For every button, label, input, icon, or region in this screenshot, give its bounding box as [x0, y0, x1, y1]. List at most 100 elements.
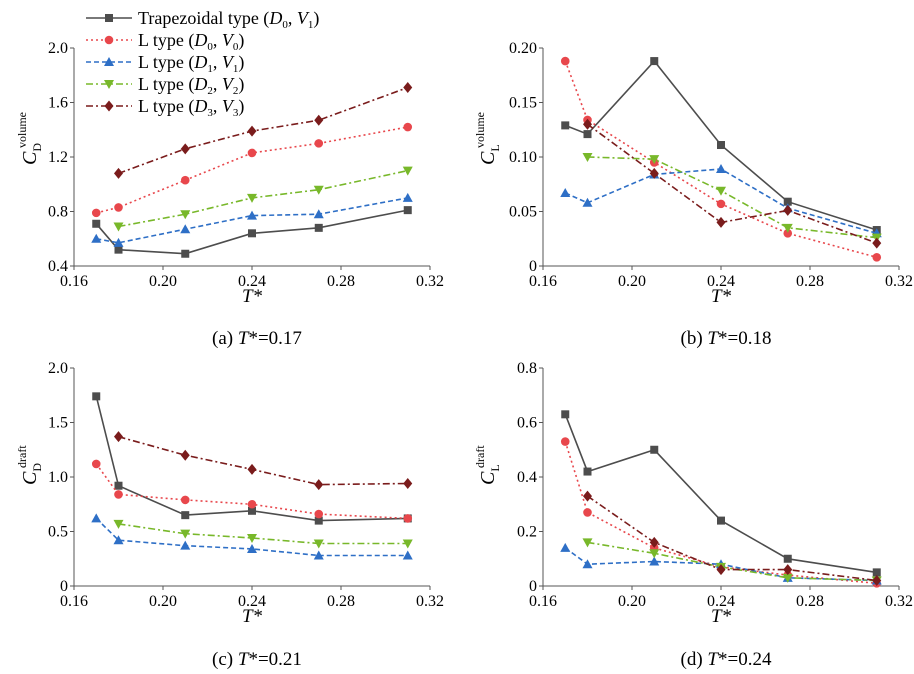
series-line — [95, 396, 408, 522]
legend-marker — [104, 100, 114, 112]
data-point — [402, 550, 413, 560]
series-l-d0v0 — [91, 122, 413, 218]
panel-caption: (d) T*=0.24 — [681, 649, 772, 670]
data-point — [560, 56, 570, 66]
y-axis-label: CL — [477, 144, 502, 165]
data-point — [649, 556, 660, 566]
data-point — [247, 193, 257, 203]
x-tick-label: 0.16 — [529, 593, 557, 610]
y-tick-label: 2.0 — [48, 40, 68, 57]
panel-caption: (c) T*=0.21 — [212, 649, 302, 670]
x-tick-label: 0.28 — [796, 593, 824, 610]
data-point — [872, 252, 882, 262]
data-point — [783, 564, 793, 576]
panel-caption: (a) T*=0.17 — [212, 328, 302, 349]
series-line — [118, 435, 408, 486]
legend-label: L type (D1, V1) — [138, 52, 244, 75]
y-tick-label: 1.5 — [48, 415, 68, 432]
y-tick-label: 0.15 — [509, 95, 537, 112]
data-point — [180, 540, 191, 550]
y-tick-label: 0.20 — [509, 40, 537, 57]
data-point — [314, 139, 324, 148]
data-point — [783, 554, 792, 563]
data-point — [114, 203, 123, 212]
data-point — [583, 118, 592, 130]
data-point — [248, 506, 256, 515]
data-point — [114, 490, 123, 499]
data-point — [650, 57, 659, 66]
data-point — [716, 199, 726, 209]
y-tick-label: 0 — [60, 578, 68, 595]
x-tick-label: 0.20 — [149, 273, 177, 290]
x-tick-label: 0.32 — [885, 593, 913, 610]
y-tick-label: 0.4 — [48, 258, 68, 275]
data-point — [872, 575, 882, 587]
data-point — [314, 479, 324, 491]
y-axis-label-superscript: volume — [15, 112, 29, 148]
x-tick-label: 0.28 — [327, 593, 355, 610]
data-point — [583, 130, 592, 139]
data-point — [649, 549, 660, 559]
legend-label: Trapezoidal type (D0, V1) — [138, 8, 319, 31]
data-point — [313, 550, 324, 560]
y-axis-label: CL — [477, 464, 502, 485]
y-tick-label: 0.8 — [48, 204, 68, 221]
data-point — [402, 166, 413, 176]
data-point — [247, 210, 257, 220]
series-l-d2v2 — [113, 166, 413, 232]
y-tick-label: 0.6 — [517, 415, 537, 432]
y-tick-label: 0 — [529, 258, 537, 275]
legend-label: L type (D3, V3) — [138, 96, 244, 119]
data-point — [113, 237, 124, 247]
y-tick-label: 0.8 — [517, 360, 537, 377]
data-point — [403, 122, 413, 132]
y-tick-label: 1.0 — [48, 469, 68, 486]
data-point — [582, 559, 593, 569]
data-point — [113, 535, 124, 545]
y-tick-label: 0.5 — [48, 524, 68, 541]
panel-a: 0.16 0.20 0.24 0.28 0.32 0.4 0.8 1.2 1.6 2.0 T* CDv… — [15, 40, 444, 349]
y-tick-label: 0.2 — [517, 524, 537, 541]
series-l-d0v0 — [91, 459, 413, 523]
legend-label: L type (D0, V0) — [138, 30, 244, 53]
data-point — [872, 237, 882, 249]
legend-marker — [104, 35, 114, 45]
x-tick-label: 0.32 — [416, 593, 444, 610]
y-tick-label: 1.6 — [48, 95, 68, 112]
x-tick-label: 0.24 — [238, 593, 266, 610]
data-point — [181, 249, 190, 258]
legend-item-l-d3v3: L type (D3, V3) — [86, 96, 244, 119]
x-tick-label: 0.24 — [707, 273, 735, 290]
data-point — [247, 125, 257, 137]
x-tick-label: 0.32 — [885, 273, 913, 290]
data-point — [561, 410, 570, 419]
legend-marker — [104, 57, 114, 66]
data-point — [180, 495, 190, 505]
data-point — [649, 536, 659, 548]
data-point — [314, 223, 323, 232]
data-point — [180, 529, 191, 539]
series-trapezoidal — [561, 410, 881, 577]
series-line — [95, 463, 408, 520]
data-point — [403, 478, 413, 490]
data-point — [247, 543, 257, 553]
series-l-d1v1 — [91, 513, 413, 560]
data-point — [114, 167, 123, 179]
data-point — [717, 516, 725, 525]
data-point — [783, 204, 793, 216]
data-point — [649, 155, 660, 165]
data-point — [313, 539, 324, 549]
legend-item-l-d2v2: L type (D2, V2) — [86, 74, 244, 97]
data-point — [560, 437, 570, 446]
data-point — [560, 187, 571, 197]
data-point — [583, 467, 592, 476]
data-point — [402, 192, 413, 202]
legend-label: L type (D2, V2) — [138, 74, 244, 97]
data-point — [91, 233, 102, 243]
data-point — [247, 463, 257, 475]
data-point — [91, 513, 102, 523]
series-line — [96, 197, 408, 244]
data-point — [91, 208, 101, 218]
series-line — [587, 156, 877, 239]
x-tick-label: 0.28 — [327, 273, 355, 290]
